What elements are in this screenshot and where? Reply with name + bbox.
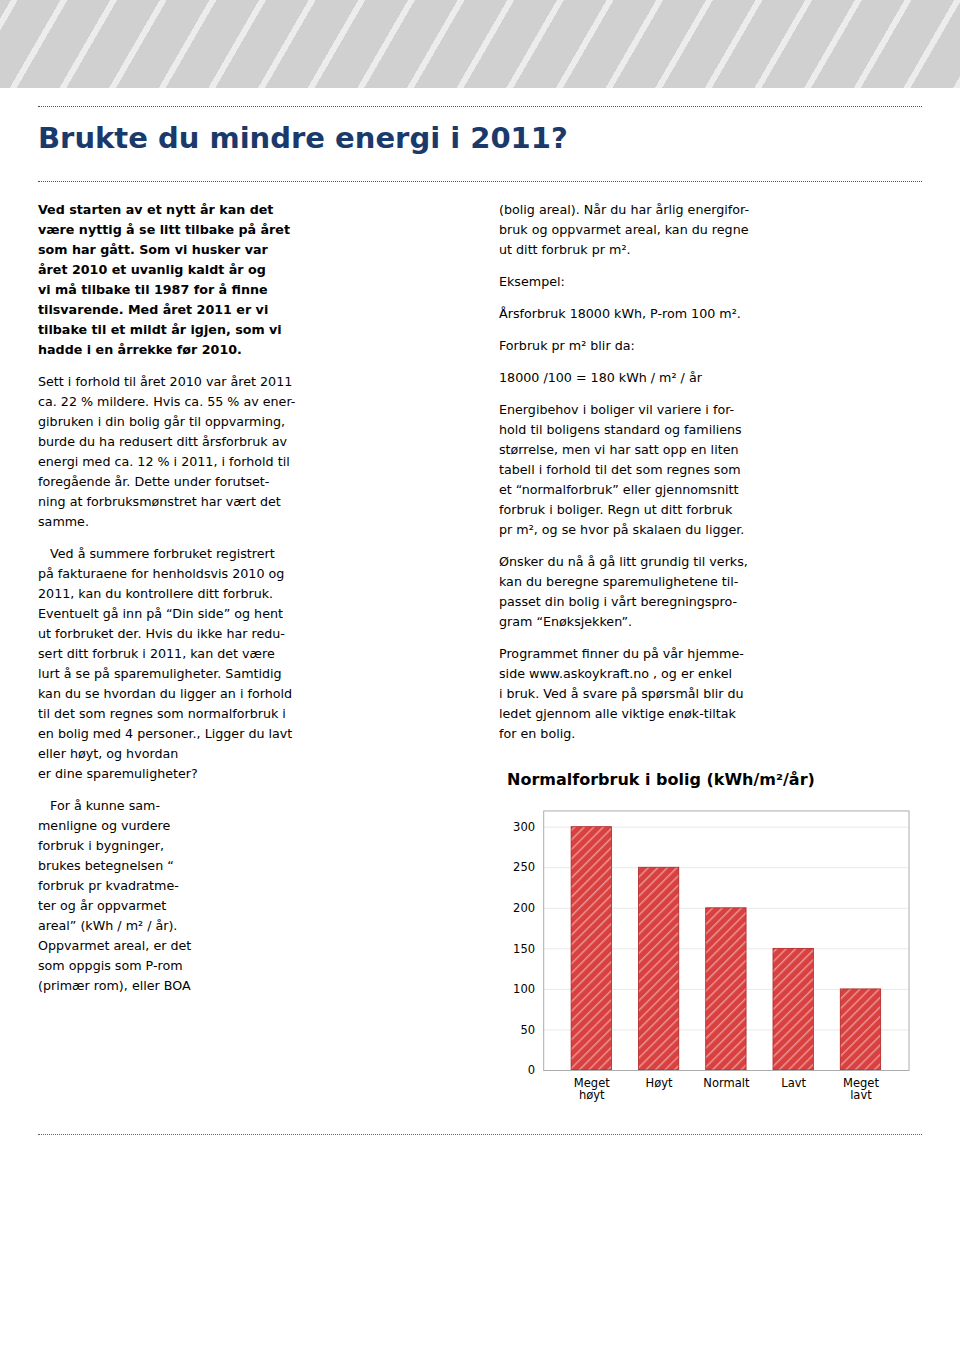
html-text:Årsforbruk 18000 kWh, P-rom 10: Årsforbruk 18000 kWh, P-rom 100 m². <box>499 306 741 321</box>
html-text:Ved å summere forbruket regist: Ved å summere forbruket registrert på fa… <box>38 546 293 781</box>
svg-text:Megethøyt: Megethøyt <box>574 1076 610 1102</box>
svg-text:200: 200 <box>513 901 535 915</box>
html-text:(bolig areal). Når du har årli: (bolig areal). Når du har årlig energifo… <box>499 202 749 257</box>
html-text:Forbruk pr m² blir da:: Forbruk pr m² blir da: <box>499 338 635 353</box>
html-text:Brukte du mindre energi i 2011: Brukte du mindre energi i 2011? <box>38 121 568 155</box>
html-text:Energibehov i boliger vil vari: Energibehov i boliger vil variere i for-… <box>499 402 745 537</box>
svg-text:Normalt: Normalt <box>703 1076 750 1090</box>
svg-text:50: 50 <box>520 1023 535 1037</box>
html-text:Ønsker du nå å gå litt grundig: Ønsker du nå å gå litt grundig til verks… <box>499 554 748 629</box>
html-text:Sett i forhold til året 2010 v: Sett i forhold til året 2010 var året 20… <box>38 374 296 529</box>
svg-text:300: 300 <box>513 820 535 834</box>
svg-text:Høyt: Høyt <box>646 1076 674 1090</box>
svg-text:100: 100 <box>513 982 535 996</box>
html-text:Normalforbruk i bolig (kWh/m²/: Normalforbruk i bolig (kWh/m²/år) <box>507 770 815 789</box>
svg-text:Megetlavt: Megetlavt <box>843 1076 879 1102</box>
html-text:18000 /100 = 180 kWh / m² / år: 18000 /100 = 180 kWh / m² / år <box>499 370 702 385</box>
html-text:Ved starten av et nytt år kan: Ved starten av et nytt år kan det være n… <box>38 202 290 357</box>
svg-text:Lavt: Lavt <box>781 1076 806 1090</box>
html-text:Programmet finner du på vår hj: Programmet finner du på vår hjemme- side… <box>499 646 744 741</box>
svg-text:0: 0 <box>528 1063 535 1077</box>
html-text:For å kunne sam- menligne og v: For å kunne sam- menligne og vurdere for… <box>38 798 192 993</box>
svg-text:150: 150 <box>513 942 535 956</box>
svg-text:250: 250 <box>513 860 535 874</box>
html-text:Eksempel:: Eksempel: <box>499 274 565 289</box>
